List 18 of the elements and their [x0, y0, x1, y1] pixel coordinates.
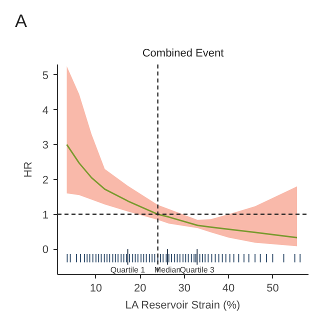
text: A	[15, 10, 28, 33]
annotation: Quartile 3	[180, 266, 216, 275]
y-tick-label: 4	[42, 104, 49, 117]
annotation: Median	[154, 266, 181, 275]
y-tick-label: 0	[42, 244, 49, 256]
y-axis-title: HR	[22, 162, 34, 178]
y-tick-label: 3	[42, 140, 49, 152]
y-tick-label: 5	[42, 70, 49, 82]
x-tick-label: 20	[134, 282, 146, 294]
y-tick-label: 1	[42, 209, 49, 222]
x-tick-label: 40	[222, 282, 235, 294]
chart-title: Combined Event	[142, 48, 224, 60]
x-tick-label: 10	[90, 282, 102, 294]
y-tick-label: 2	[42, 174, 49, 186]
x-tick-label: 30	[178, 282, 190, 294]
x-axis-title: LA Reservoir Strain (%)	[125, 300, 240, 312]
annotation: Quartile 1	[110, 266, 146, 275]
x-tick-label: 50	[266, 282, 279, 294]
